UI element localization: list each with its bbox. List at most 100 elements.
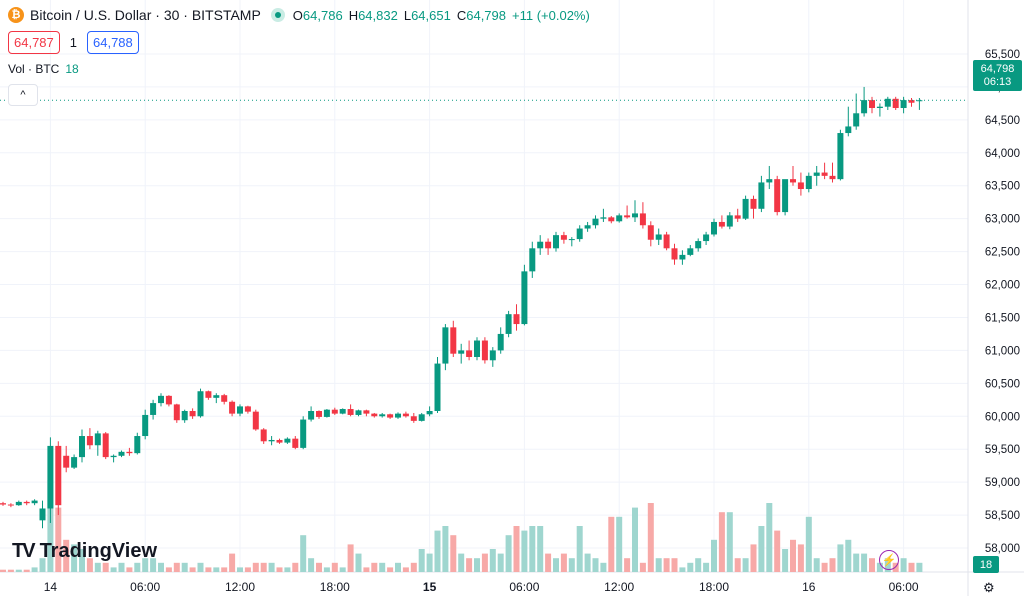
candle-body [545,241,552,249]
candle-body [63,455,70,468]
symbol-title[interactable]: Bitcoin / U.S. Dollar · 30 · BITSTAMP [30,7,261,23]
volume-bar [355,553,362,572]
tradingview-logo[interactable]: TV TradingView [12,540,157,563]
volume-bar [624,558,631,572]
candle-body [300,419,307,448]
candle-body [568,239,575,241]
candle-body [308,410,315,420]
candle-body [845,126,852,134]
gear-icon[interactable]: ⚙ [983,580,995,595]
volume-bar [94,562,101,572]
candle-body [726,215,733,227]
candle-body [489,350,496,361]
volume-bar [853,553,860,572]
low-label: L [403,7,412,23]
candle-body [7,504,14,506]
symbol-header: ₿ Bitcoin / U.S. Dollar · 30 · BITSTAMP … [8,4,590,26]
volume-bar [837,544,844,572]
quantity-field[interactable]: 1 [69,35,77,50]
volume-bar [813,558,820,572]
volume-bar [513,526,520,572]
candle-body [758,182,765,209]
candle-body [671,248,678,260]
volume-bar [900,558,907,572]
change-value: +11 (+0.02%) [512,7,590,23]
candle-body [339,409,346,414]
candle-body [268,439,275,442]
candle-body [655,234,662,240]
volume-bar [252,562,259,572]
x-tick-label: 06:00 [130,580,160,594]
volume-bar [466,558,473,572]
volume-bar [316,562,322,572]
y-tick-label: 61,500 [985,312,1020,324]
volume-bar [663,558,670,572]
volume-bar [47,480,54,572]
candle-body [663,234,670,249]
volume-bar [829,558,836,572]
volume-bar [276,567,283,572]
volume-bar [79,549,85,572]
volume-bar [213,567,220,572]
candle-body [142,414,149,437]
x-tick-label: 06:00 [889,580,919,594]
candle-body [537,241,544,249]
tradingview-logo-icon: TV [12,540,36,562]
candle-body [553,235,559,249]
volume-bar [474,558,480,572]
volume-bar [434,530,441,572]
buy-button[interactable]: 64,788 [87,31,139,54]
x-tick-label: 18:00 [320,580,350,594]
candle-body [481,340,488,361]
x-tick-label: 12:00 [604,580,634,594]
candle-body [252,411,259,430]
x-tick-label: 15 [423,580,437,594]
volume-bar [158,562,164,572]
candle-body [687,248,694,255]
candle-body [110,455,117,458]
volume-bar [766,503,773,572]
candle-body [750,198,757,209]
lightning-icon[interactable]: ⚡ [879,550,899,570]
y-tick-label: 65,500 [985,49,1020,61]
candle-body [387,414,394,418]
y-tick-label: 58,500 [985,510,1020,522]
sell-button[interactable]: 64,787 [8,31,60,54]
candle-body [23,501,30,504]
volume-bar [703,562,710,572]
volume-bar [244,567,251,572]
logo-text: TradingView [39,540,158,562]
y-tick-label: 63,500 [985,181,1020,193]
volume-bar [237,567,243,572]
candle-body [79,436,85,458]
candle-body [47,445,54,509]
volume-bar [790,539,796,572]
y-tick-label: 64,500 [985,115,1020,127]
volume-bar [395,562,401,572]
candle-body [805,175,812,190]
candle-body [908,100,915,103]
candle-body [876,106,883,109]
volume-bar [718,512,725,572]
candle-body [102,433,109,458]
candle-body [260,429,267,442]
volume-legend[interactable]: Vol · BTC 18 [8,62,79,76]
candle-body [126,451,133,454]
candle-body [774,179,781,213]
volume-bar [165,567,172,572]
visibility-icon[interactable] [270,8,285,22]
candle-body [237,406,243,414]
volume-bar [821,562,828,572]
volume-bar [86,558,93,572]
candle-body [15,501,22,506]
candle-body [592,218,599,226]
volume-bar [260,562,267,572]
volume-bar [331,562,338,572]
chevron-up-icon[interactable]: ^ [8,84,38,106]
candle-body [395,413,401,418]
volume-bar [537,526,544,572]
candle-body [679,254,686,260]
volume-bar [568,558,575,572]
volume-bar [7,569,14,572]
